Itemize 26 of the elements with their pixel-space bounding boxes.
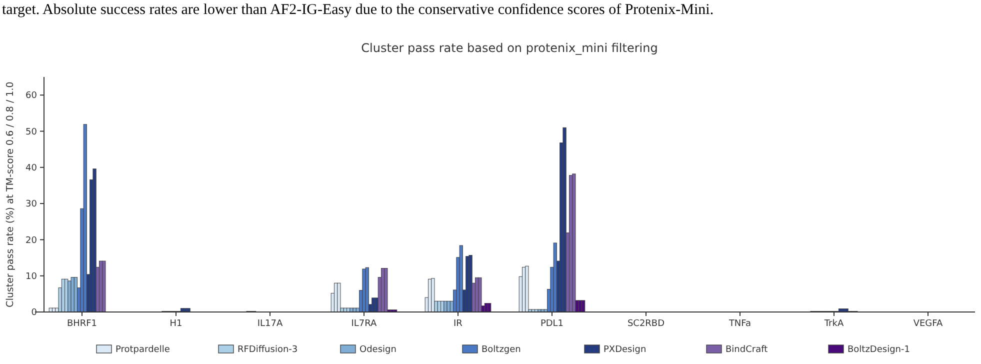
legend-label: Protpardelle	[116, 345, 170, 355]
legend-label: Odesign	[360, 345, 396, 355]
text: target. Absolute success rates are lower than AF2-IG-Easy due to the conservative confidence scores of Protenix-Mini.	[2, 2, 714, 18]
x-tick-label: IR	[454, 319, 462, 329]
x-tick-label: VEGFA	[913, 319, 944, 329]
y-tick-label: 40	[26, 164, 38, 174]
legend-label: RFDiffusion-3	[238, 345, 298, 355]
y-tick-label: 50	[26, 127, 38, 138]
x-tick-label: TrkA	[823, 319, 844, 329]
legend-label: BindCraft	[726, 345, 768, 355]
x-tick-label: IL17A	[257, 319, 284, 329]
y-axis-title: Cluster pass rate (%) at TM-score 0.6 / 0.8 / 1.0	[5, 82, 16, 308]
x-tick-label: H1	[170, 319, 182, 329]
y-tick-label: 60	[26, 91, 38, 102]
x-tick-label: SC2RBD	[627, 319, 665, 329]
y-tick-label: 20	[26, 236, 38, 246]
chart-title: Cluster pass rate based on protenix_mini filtering	[361, 41, 658, 55]
x-tick-label: BHRF1	[66, 319, 98, 329]
x-tick-label: IL7RA	[351, 319, 378, 329]
y-tick-label: 10	[26, 272, 38, 282]
x-tick-label: TNFa	[728, 319, 752, 329]
legend-label: BoltzDesign-1	[848, 345, 910, 355]
legend-label: PXDesign	[604, 345, 646, 355]
x-tick-label: PDL1	[540, 319, 564, 329]
legend-label: Boltzgen	[482, 345, 521, 355]
y-tick-label: 30	[26, 200, 38, 210]
